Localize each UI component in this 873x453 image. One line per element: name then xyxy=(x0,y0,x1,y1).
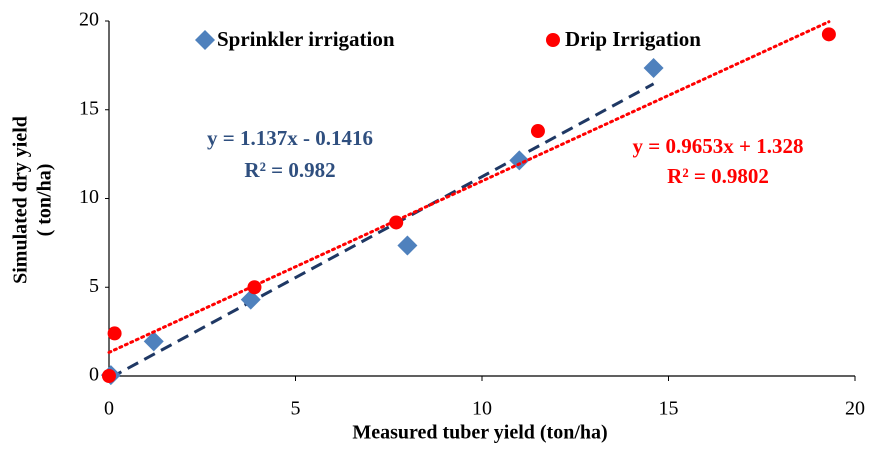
y-tick-label: 20 xyxy=(79,9,99,31)
y-axis-title-line: ( ton/ha) xyxy=(34,164,56,237)
trendline-equation: y = 1.137x - 0.1416 xyxy=(207,126,373,150)
y-axis-title-line: Simulated dry yield xyxy=(10,116,32,284)
point xyxy=(643,58,664,79)
point xyxy=(821,27,836,42)
point xyxy=(107,326,122,341)
x-tick-label: 5 xyxy=(291,398,301,420)
legend-label: Drip Irrigation xyxy=(565,27,701,51)
point xyxy=(247,280,262,295)
legend-marker xyxy=(195,30,215,50)
point xyxy=(240,289,261,310)
legend-marker xyxy=(546,33,560,47)
x-tick-label: 20 xyxy=(845,398,865,420)
x-tick-label: 10 xyxy=(472,398,492,420)
trendline-equation: y = 0.9653x + 1.328 xyxy=(633,134,804,158)
y-tick-label: 15 xyxy=(79,97,99,119)
y-tick-label: 0 xyxy=(89,364,99,386)
point xyxy=(143,331,164,352)
x-tick-label: 15 xyxy=(659,398,679,420)
y-tick-label: 10 xyxy=(79,186,99,208)
y-axis-title: Simulated dry yield ( ton/ha) xyxy=(10,116,56,284)
point xyxy=(397,235,418,256)
y-tick-label: 5 xyxy=(89,275,99,297)
trendline-r2: R² = 0.9802 xyxy=(667,164,769,188)
trendline xyxy=(110,82,655,379)
legend-label: Sprinkler irrigation xyxy=(217,27,395,51)
x-tick-label: 0 xyxy=(104,398,114,420)
trendline xyxy=(107,20,831,354)
point xyxy=(102,369,116,383)
trendline-r2: R² = 0.982 xyxy=(244,158,335,182)
x-axis-title: Measured tuber yield (ton/ha) xyxy=(352,422,607,444)
point xyxy=(389,215,404,230)
point xyxy=(530,124,545,139)
